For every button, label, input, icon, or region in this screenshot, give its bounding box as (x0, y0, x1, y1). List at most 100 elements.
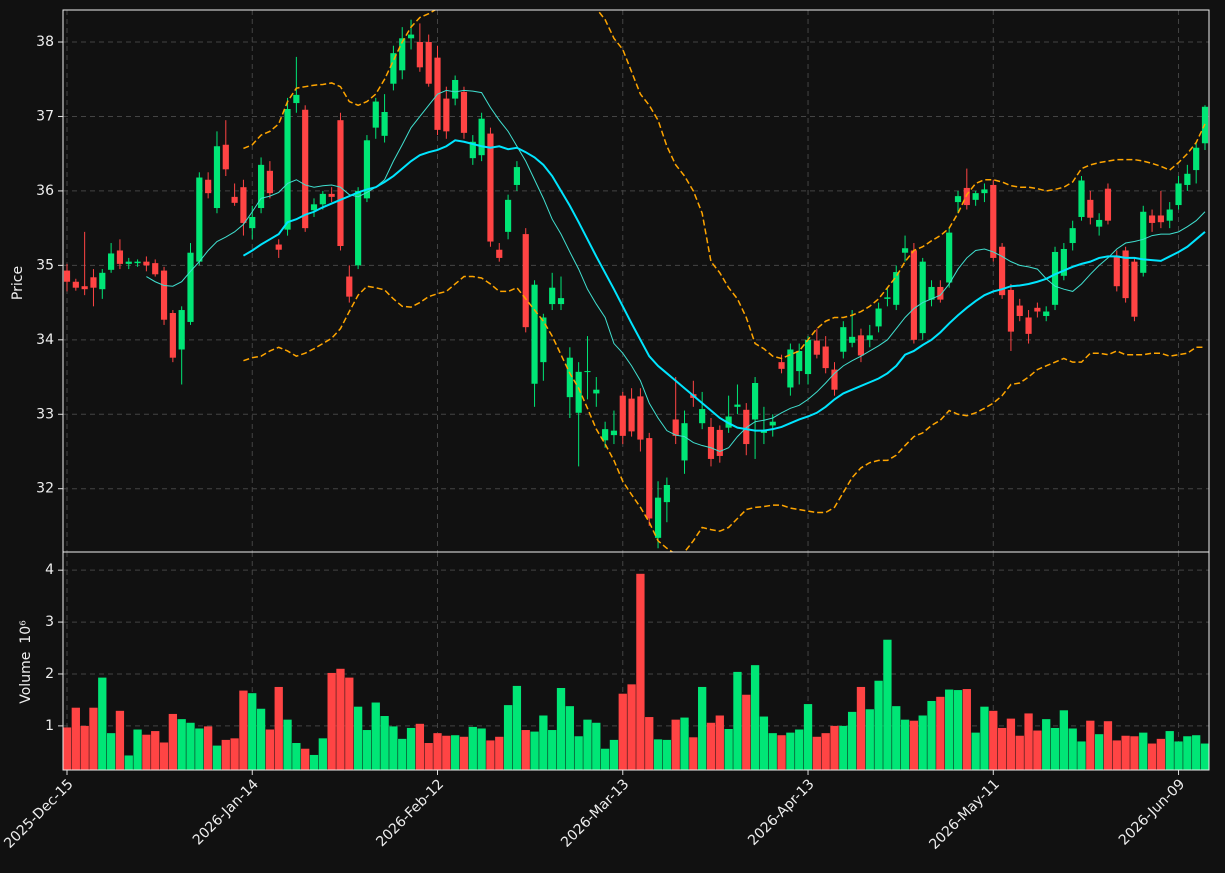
volume-bar (239, 690, 248, 770)
volume-bar (1024, 713, 1033, 770)
volume-bar (71, 707, 80, 770)
candle-body (875, 308, 882, 327)
volume-bar (795, 729, 804, 770)
candle-body (1104, 188, 1112, 221)
volume-bar (486, 740, 495, 770)
volume-bar (803, 704, 813, 770)
candle-body (222, 144, 229, 170)
volume-bar (503, 705, 513, 770)
candle-body (619, 395, 626, 436)
y-tick-label: 4 (45, 562, 54, 578)
candle-body (143, 261, 150, 266)
candle-body (699, 409, 706, 424)
y-tick-label: 1 (45, 718, 54, 734)
volume-axis-label: Volume 10⁶ (18, 620, 34, 704)
candle-body (1148, 215, 1156, 223)
volume-bar (327, 672, 336, 770)
volume-bar (706, 722, 716, 770)
candle-body (707, 426, 715, 459)
candle-body (584, 371, 591, 373)
volume-bar (1042, 719, 1051, 770)
candle-body (1043, 311, 1050, 316)
candle-body (513, 167, 520, 185)
volume-bar (1121, 735, 1130, 770)
candle-body (81, 286, 88, 290)
candle-body (1166, 209, 1173, 221)
y-tick-label: 37 (36, 108, 54, 124)
volume-bar (442, 735, 451, 770)
volume-bar (1086, 720, 1095, 770)
volume-bar (1183, 736, 1192, 770)
volume-bar (936, 696, 945, 770)
volume-bar (415, 723, 425, 770)
volume-bar (1192, 735, 1201, 770)
volume-bar (477, 728, 486, 770)
volume-bar (989, 710, 998, 770)
candle-body (249, 216, 256, 229)
volume-bar (362, 730, 372, 770)
candle-body (663, 484, 670, 503)
y-tick-label: 32 (36, 481, 54, 497)
candle-body (610, 430, 618, 436)
candle-body (849, 336, 856, 343)
volume-bar (521, 730, 530, 770)
volume-bar (724, 728, 733, 770)
volume-bar (195, 728, 204, 770)
volume-bar (459, 736, 469, 770)
volume-bar (468, 726, 477, 770)
volume-bar (768, 733, 777, 770)
volume-bar (609, 739, 619, 770)
candle-body (1122, 250, 1129, 299)
volume-bar (742, 694, 751, 770)
volume-bar (106, 733, 116, 770)
volume-bar (733, 671, 742, 770)
candle-body (72, 281, 79, 288)
candle-body (769, 421, 776, 426)
volume-bar (89, 707, 98, 770)
indicator-line (243, 275, 1205, 552)
volume-bar (583, 719, 592, 770)
candle-body (452, 79, 459, 99)
volume-bar (98, 677, 107, 770)
volume-bar (698, 686, 707, 770)
volume-bar (1139, 732, 1148, 770)
candle-body (205, 179, 212, 194)
volume-bar (636, 573, 645, 770)
volume-bar (1200, 743, 1210, 770)
candle-body (152, 263, 159, 275)
candle-body (954, 196, 962, 203)
candle-body (125, 261, 132, 264)
price-axis-label: Price (10, 266, 26, 300)
volume-bar (856, 686, 866, 770)
candle-body (822, 346, 829, 369)
candle-body (787, 349, 794, 388)
candle-body (381, 111, 388, 136)
volume-bar (839, 725, 848, 770)
candle-body (778, 362, 785, 369)
candle-body (231, 196, 238, 203)
volume-bar (556, 687, 566, 770)
volume-bar (812, 736, 821, 770)
volume-bar (274, 686, 283, 770)
candle-body (1051, 251, 1059, 305)
volume-bar (256, 708, 266, 770)
candle-body (857, 335, 865, 356)
volume-bar (627, 684, 636, 770)
candle-body (257, 164, 265, 209)
volume-bar (821, 733, 830, 770)
volume-bar (265, 729, 275, 770)
volume-bar (953, 690, 963, 770)
candle-body (1007, 289, 1015, 332)
candle-body (1096, 219, 1103, 227)
candle-body (310, 204, 318, 211)
candle-body (522, 234, 529, 328)
volume-bar (689, 737, 698, 770)
volume-bar (1094, 734, 1104, 770)
candle-body (884, 297, 891, 299)
indicator-line (242, 139, 1206, 432)
volume-bar (204, 726, 213, 770)
volume-bar (221, 739, 230, 770)
volume-bar (548, 730, 557, 770)
candle-body (469, 141, 476, 159)
volume-bar (318, 738, 327, 770)
